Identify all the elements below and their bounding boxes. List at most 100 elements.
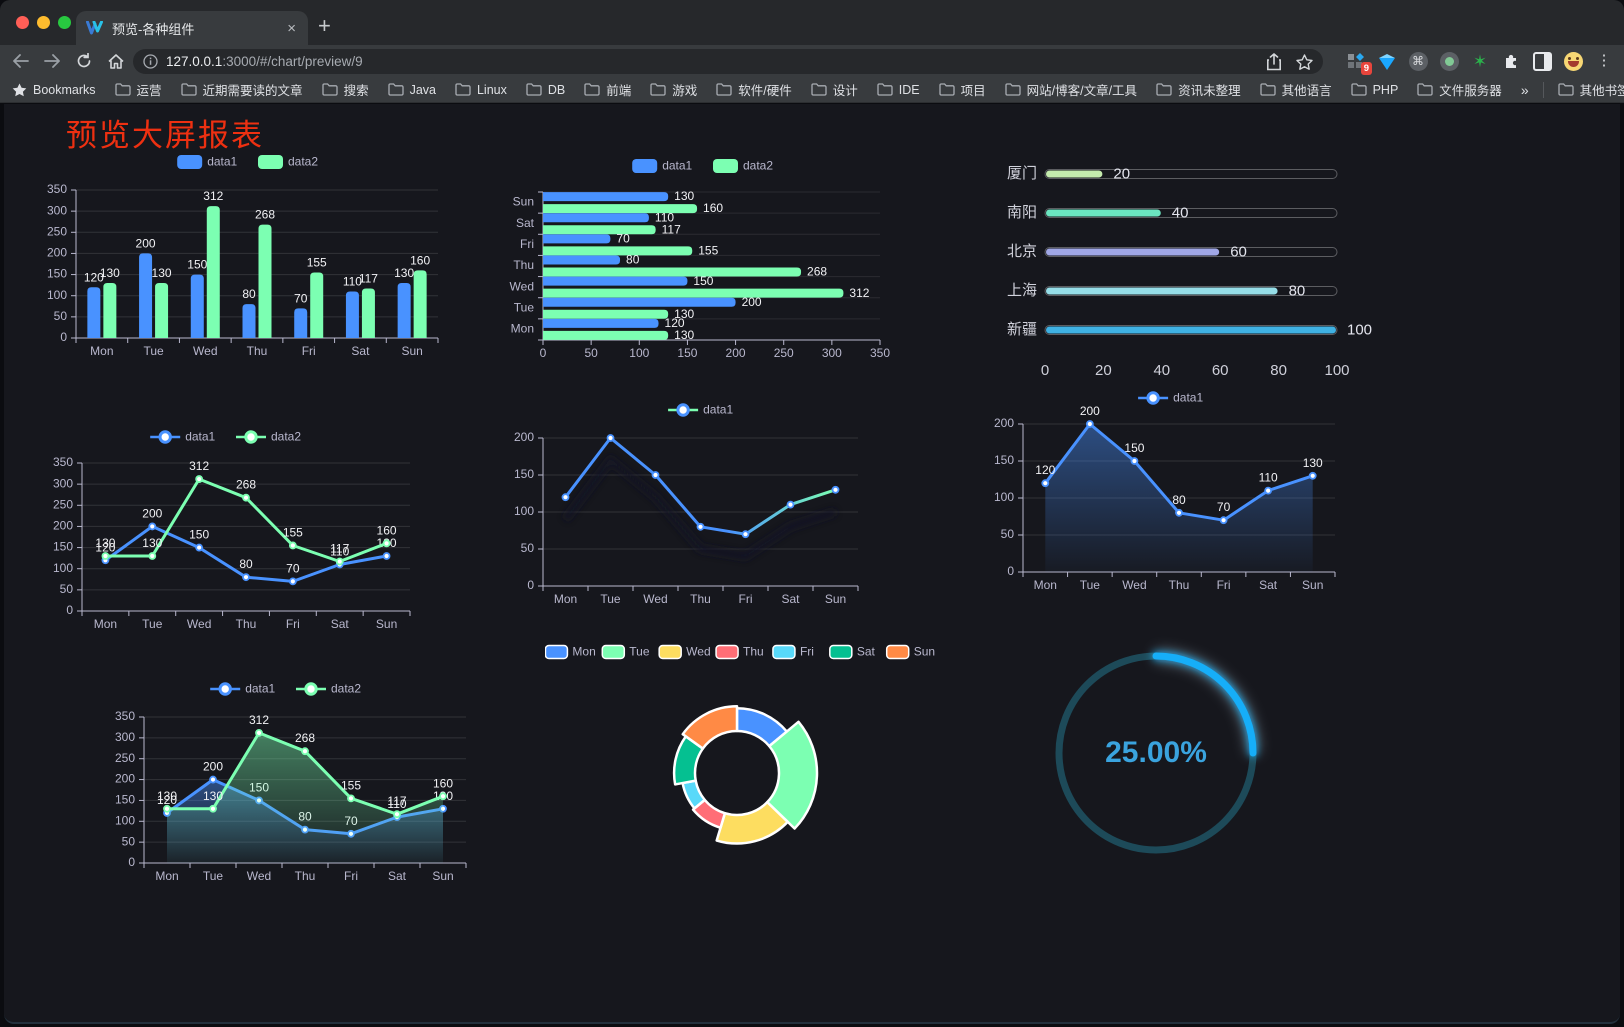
green-star-icon[interactable]: ✶ bbox=[1472, 51, 1488, 71]
gradient-line-chart[interactable]: 0 50 100 150 200 Mon Tue Wed Thu Fri Sat Sun data1 bbox=[503, 396, 903, 612]
tab-strip: 预览-各种组件 × + bbox=[0, 0, 1624, 45]
svg-text:200: 200 bbox=[203, 760, 223, 774]
progress-bars-chart-svg: 厦门 20 南阳 40 北京 60 上海 80 新疆 100 0 20 40 60 80 100 bbox=[1007, 165, 1372, 379]
svg-text:80: 80 bbox=[1172, 493, 1186, 507]
split-view-icon[interactable] bbox=[1532, 51, 1552, 71]
rose-pie-chart[interactable]: Mon Tue Wed Thu Fri Sat Sun bbox=[544, 640, 935, 895]
svg-text:Mon: Mon bbox=[554, 592, 577, 606]
close-window-button[interactable] bbox=[16, 16, 29, 29]
svg-text:Thu: Thu bbox=[1169, 578, 1190, 592]
record-icon[interactable] bbox=[1439, 51, 1459, 71]
bookmark-folder[interactable]: 运营 bbox=[114, 80, 162, 99]
svg-text:Fri: Fri bbox=[520, 237, 534, 251]
svg-text:160: 160 bbox=[433, 776, 453, 790]
forward-icon[interactable] bbox=[40, 49, 64, 73]
minimize-window-button[interactable] bbox=[37, 16, 50, 29]
svg-text:50: 50 bbox=[1001, 527, 1015, 541]
emoji-icon[interactable] bbox=[1563, 51, 1583, 71]
gem-icon[interactable] bbox=[1377, 51, 1397, 71]
bookmark-folder[interactable]: 游戏 bbox=[650, 80, 697, 99]
bookmark-folder[interactable]: 近期需要读的文章 bbox=[180, 80, 303, 99]
bookmark-folder[interactable]: 资讯未整理 bbox=[1156, 80, 1241, 99]
svg-text:Thu: Thu bbox=[295, 869, 316, 883]
svg-text:120: 120 bbox=[665, 316, 685, 330]
other-bookmarks[interactable]: 其他书签 bbox=[1557, 80, 1624, 99]
svg-text:Fri: Fri bbox=[800, 645, 814, 659]
gauge-chart[interactable]: 25.00% bbox=[1036, 633, 1280, 877]
folder-icon bbox=[321, 83, 338, 96]
svg-text:50: 50 bbox=[60, 582, 74, 596]
tab-grid-icon[interactable]: 9 bbox=[1346, 51, 1372, 75]
svg-text:120: 120 bbox=[157, 793, 177, 807]
legend[interactable]: Mon Tue Wed Thu Fri Sat Sun bbox=[544, 645, 935, 660]
svg-text:130: 130 bbox=[95, 536, 115, 550]
folder-icon bbox=[114, 83, 131, 96]
legend[interactable]: data1 data2 bbox=[177, 155, 318, 169]
share-icon[interactable] bbox=[1266, 52, 1282, 71]
svg-text:200: 200 bbox=[742, 295, 762, 309]
tab-close-icon[interactable]: × bbox=[287, 19, 296, 37]
progress-bars-chart[interactable]: 厦门 20 南阳 40 北京 60 上海 80 新疆 100 0 20 40 60 80 100 bbox=[985, 150, 1377, 390]
back-icon[interactable] bbox=[8, 49, 32, 73]
bookmark-folder[interactable]: 其他语言 bbox=[1259, 80, 1332, 99]
folder-icon bbox=[1004, 83, 1021, 96]
fullscreen-window-button[interactable] bbox=[58, 16, 71, 29]
bookmark-folder[interactable]: 搜索 bbox=[321, 80, 369, 99]
grouped-bar-chart[interactable]: 0 50 100 150 200 250 300 350 Mon Tue Wed Thu Fri Sat S… bbox=[40, 146, 460, 368]
bookmark-folder[interactable]: Java bbox=[387, 83, 436, 97]
two-area-line-chart[interactable]: 0 50 100 150 200 250 300 350 Mon Tue Wed Thu Fri Sat S… bbox=[98, 673, 478, 889]
url-bar[interactable]: 127.0.0.1:3000/#/chart/preview/9 bbox=[133, 49, 1323, 74]
command-icon[interactable]: ⌘ bbox=[1408, 51, 1428, 71]
svg-text:Tue: Tue bbox=[600, 592, 621, 606]
svg-text:120: 120 bbox=[84, 270, 104, 284]
svg-text:300: 300 bbox=[115, 730, 135, 744]
svg-text:data1: data1 bbox=[703, 403, 733, 417]
home-icon[interactable] bbox=[104, 49, 128, 73]
svg-text:350: 350 bbox=[53, 455, 73, 469]
svg-text:70: 70 bbox=[1217, 500, 1231, 514]
menu-dots-icon[interactable]: ⋮ bbox=[1596, 52, 1612, 69]
svg-text:Thu: Thu bbox=[743, 645, 764, 659]
bookmarks-manager[interactable]: Bookmarks bbox=[12, 83, 96, 97]
area-line-chart[interactable]: 0 50 100 150 200 Mon Tue Wed Thu Fri Sat Sun 120 200 1… bbox=[983, 388, 1363, 602]
horizontal-bar-chart[interactable]: 0 50 100 150 200 250 300 350 Sun 130 160 Sat 110 117 F… bbox=[505, 148, 905, 370]
bookmark-star-icon[interactable] bbox=[1296, 53, 1313, 70]
new-tab-button[interactable]: + bbox=[318, 13, 331, 38]
two-line-chart[interactable]: 0 50 100 150 200 250 300 350 Mon Tue Wed Thu Fri Sat S… bbox=[38, 423, 418, 639]
info-icon[interactable] bbox=[143, 54, 158, 69]
legend[interactable]: data1 bbox=[668, 403, 733, 417]
bookmarks-bar: Bookmarks 运营 近期需要读的文章 搜索 Java Linux DB 前端 游戏 软件/… bbox=[0, 77, 1624, 103]
bookmarks-overflow-icon[interactable]: » bbox=[1520, 81, 1529, 98]
svg-text:Wed: Wed bbox=[187, 617, 211, 631]
svg-text:300: 300 bbox=[47, 203, 67, 217]
bookmark-folder[interactable]: 软件/硬件 bbox=[716, 80, 792, 99]
browser-tab[interactable]: 预览-各种组件 × bbox=[76, 11, 308, 45]
reload-icon[interactable] bbox=[72, 49, 96, 73]
svg-text:130: 130 bbox=[394, 266, 414, 280]
page-content: 预览大屏报表 bbox=[4, 104, 1620, 1024]
puzzle-icon[interactable] bbox=[1501, 51, 1521, 71]
legend[interactable]: data1 data2 bbox=[632, 159, 773, 173]
svg-text:250: 250 bbox=[774, 346, 794, 360]
bookmark-folder[interactable]: PHP bbox=[1350, 83, 1398, 97]
legend[interactable]: data1 data2 bbox=[210, 682, 361, 696]
bookmark-folder[interactable]: DB bbox=[526, 83, 565, 97]
bookmark-folder[interactable]: 网站/博客/文章/工具 bbox=[1004, 80, 1137, 99]
svg-text:312: 312 bbox=[189, 459, 209, 473]
bookmark-folder[interactable]: IDE bbox=[877, 83, 920, 97]
svg-text:200: 200 bbox=[53, 519, 73, 533]
bookmark-folder[interactable]: 文件服务器 bbox=[1417, 80, 1502, 99]
bookmark-folder[interactable]: Linux bbox=[455, 83, 507, 97]
legend[interactable]: data1 bbox=[1138, 391, 1203, 405]
tab-title: 预览-各种组件 bbox=[112, 21, 195, 37]
svg-text:200: 200 bbox=[115, 772, 135, 786]
bookmark-folder[interactable]: 前端 bbox=[584, 80, 631, 99]
svg-text:120: 120 bbox=[95, 540, 115, 554]
svg-text:25.00%: 25.00% bbox=[1105, 736, 1207, 769]
svg-text:0: 0 bbox=[128, 855, 135, 869]
bookmark-folder[interactable]: 项目 bbox=[938, 80, 986, 99]
svg-text:250: 250 bbox=[115, 751, 135, 765]
bookmark-folder[interactable]: 设计 bbox=[811, 80, 858, 99]
legend[interactable]: data1 data2 bbox=[150, 430, 301, 444]
svg-text:南阳: 南阳 bbox=[1007, 204, 1037, 221]
